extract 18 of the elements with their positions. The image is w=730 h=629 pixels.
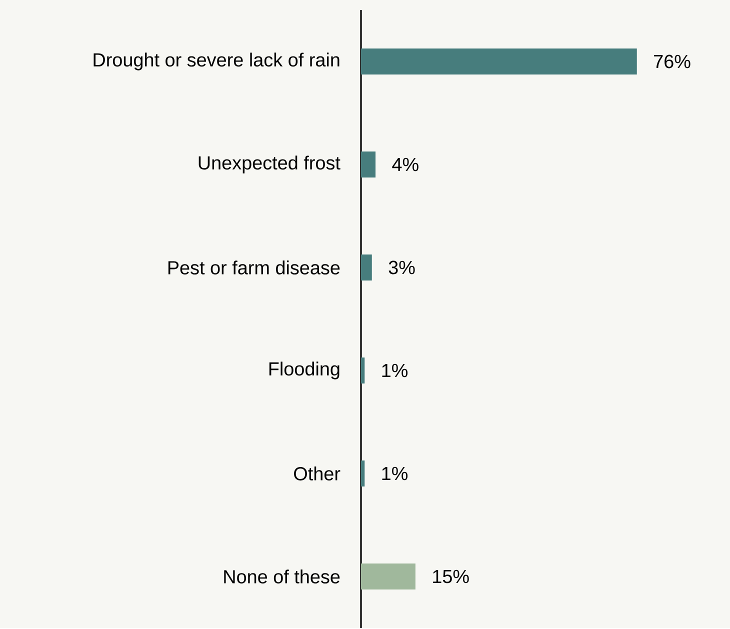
data-label: 76% — [654, 54, 690, 68]
bar — [361, 254, 372, 281]
bar — [361, 564, 416, 590]
y-tick-label: Drought or severe lack of rain — [94, 52, 340, 70]
y-tick-label: Unexpected frost — [198, 156, 340, 174]
data-label: 1% — [382, 364, 408, 378]
data-label: 15% — [433, 570, 469, 584]
data-label: 1% — [382, 466, 408, 480]
y-tick-label: Pest or farm disease — [168, 260, 340, 275]
bar — [361, 358, 365, 384]
data-label: 3% — [388, 260, 415, 274]
bar — [361, 48, 637, 75]
y-tick-label: Other — [294, 466, 340, 481]
y-tick-label: None of these — [224, 570, 340, 584]
bar — [361, 460, 365, 487]
bar — [361, 152, 376, 178]
y-tick-label: Flooding — [269, 362, 340, 380]
data-label: 4% — [392, 158, 418, 172]
